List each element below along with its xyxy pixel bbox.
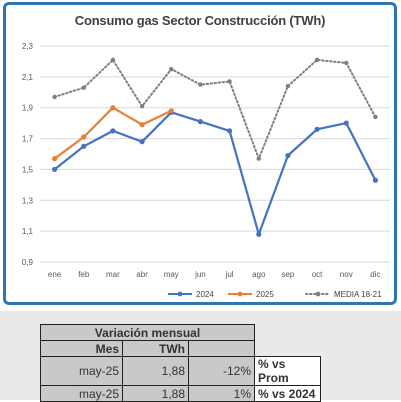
x-tick-label: dic — [370, 270, 380, 279]
row-twh: 1,88 — [122, 356, 189, 386]
data-point — [226, 128, 233, 134]
legend-marker — [315, 291, 321, 297]
y-tick-label: 1,1 — [22, 227, 34, 236]
table-row: may-25 1,88 -12% % vs Prom — [40, 356, 321, 386]
data-point — [51, 166, 58, 173]
header-mes: Mes — [40, 340, 123, 357]
data-point — [373, 114, 378, 120]
y-tick-label: 2,3 — [22, 42, 34, 51]
x-tick-label: jun — [194, 270, 206, 279]
y-tick-label: 2,1 — [22, 73, 34, 82]
data-point — [372, 177, 379, 183]
x-tick-label: ago — [252, 270, 266, 279]
monthly-variation-table: Variación mensual Mes TWh may-25 1,88 -1… — [40, 324, 321, 402]
y-tick-label: 1,5 — [22, 165, 34, 174]
data-point — [81, 134, 87, 140]
row-mes: may-25 — [40, 385, 123, 402]
data-point — [314, 57, 320, 63]
line-chart: 0,9 1,1 1,3 1,5 1,7 1,9 2,1 2,3 ene feb mar abr may j… — [22, 42, 390, 299]
data-point — [314, 126, 320, 132]
row-pct: 1% — [188, 385, 255, 402]
data-point — [197, 119, 204, 125]
x-tick-label: feb — [78, 270, 90, 279]
data-point — [110, 128, 116, 134]
header-blank — [188, 340, 255, 357]
data-point — [168, 108, 174, 114]
y-tick-label: 0,9 — [22, 258, 34, 267]
data-point — [227, 79, 232, 84]
data-point — [198, 82, 203, 87]
header-twh: TWh — [122, 340, 189, 357]
data-point — [169, 66, 174, 72]
series-line-2 — [53, 58, 377, 160]
x-tick-label: jul — [225, 270, 234, 279]
row-label: % vs 2024 — [254, 385, 321, 402]
y-tick-label: 1,7 — [22, 135, 34, 144]
x-tick-label: oct — [312, 270, 323, 279]
data-point — [110, 57, 116, 63]
data-point — [52, 94, 57, 100]
data-point — [81, 85, 86, 90]
x-tick-label: may — [164, 270, 179, 279]
legend-label: 2024 — [196, 290, 214, 299]
x-tick-label: nov — [340, 270, 353, 279]
legend-marker — [177, 291, 183, 297]
legend-label: 2025 — [256, 290, 274, 299]
row-twh: 1,88 — [122, 385, 189, 402]
y-tick-label: 1,9 — [22, 104, 34, 113]
series-line-0 — [53, 111, 377, 236]
row-mes: may-25 — [40, 356, 123, 386]
legend-label: MEDIA 18-21 — [334, 290, 382, 299]
x-tick-label: ene — [48, 270, 62, 279]
data-point — [285, 152, 291, 159]
chart-frame: Consumo gas Sector Construcción (TWh) 0,… — [3, 2, 397, 305]
table-row: may-25 1,88 1% % vs 2024 — [40, 385, 321, 402]
data-point — [51, 156, 58, 162]
data-point — [139, 122, 145, 128]
x-tick-label: mar — [106, 270, 120, 279]
data-point — [256, 231, 262, 237]
legend-marker — [237, 291, 243, 297]
data-point — [110, 105, 116, 111]
x-tick-label: sep — [281, 270, 294, 279]
row-pct: -12% — [188, 356, 255, 386]
data-point — [285, 83, 291, 89]
chart-title: Consumo gas Sector Construcción (TWh) — [74, 13, 326, 28]
x-tick-label: abr — [136, 270, 148, 279]
data-point — [81, 143, 87, 149]
data-point — [343, 120, 349, 126]
row-label: % vs Prom — [254, 356, 321, 386]
data-point — [344, 60, 349, 66]
data-point — [256, 156, 261, 161]
data-point — [139, 139, 145, 145]
table-title: Variación mensual — [40, 324, 255, 341]
data-point — [139, 103, 145, 109]
y-tick-label: 1,3 — [22, 196, 34, 205]
